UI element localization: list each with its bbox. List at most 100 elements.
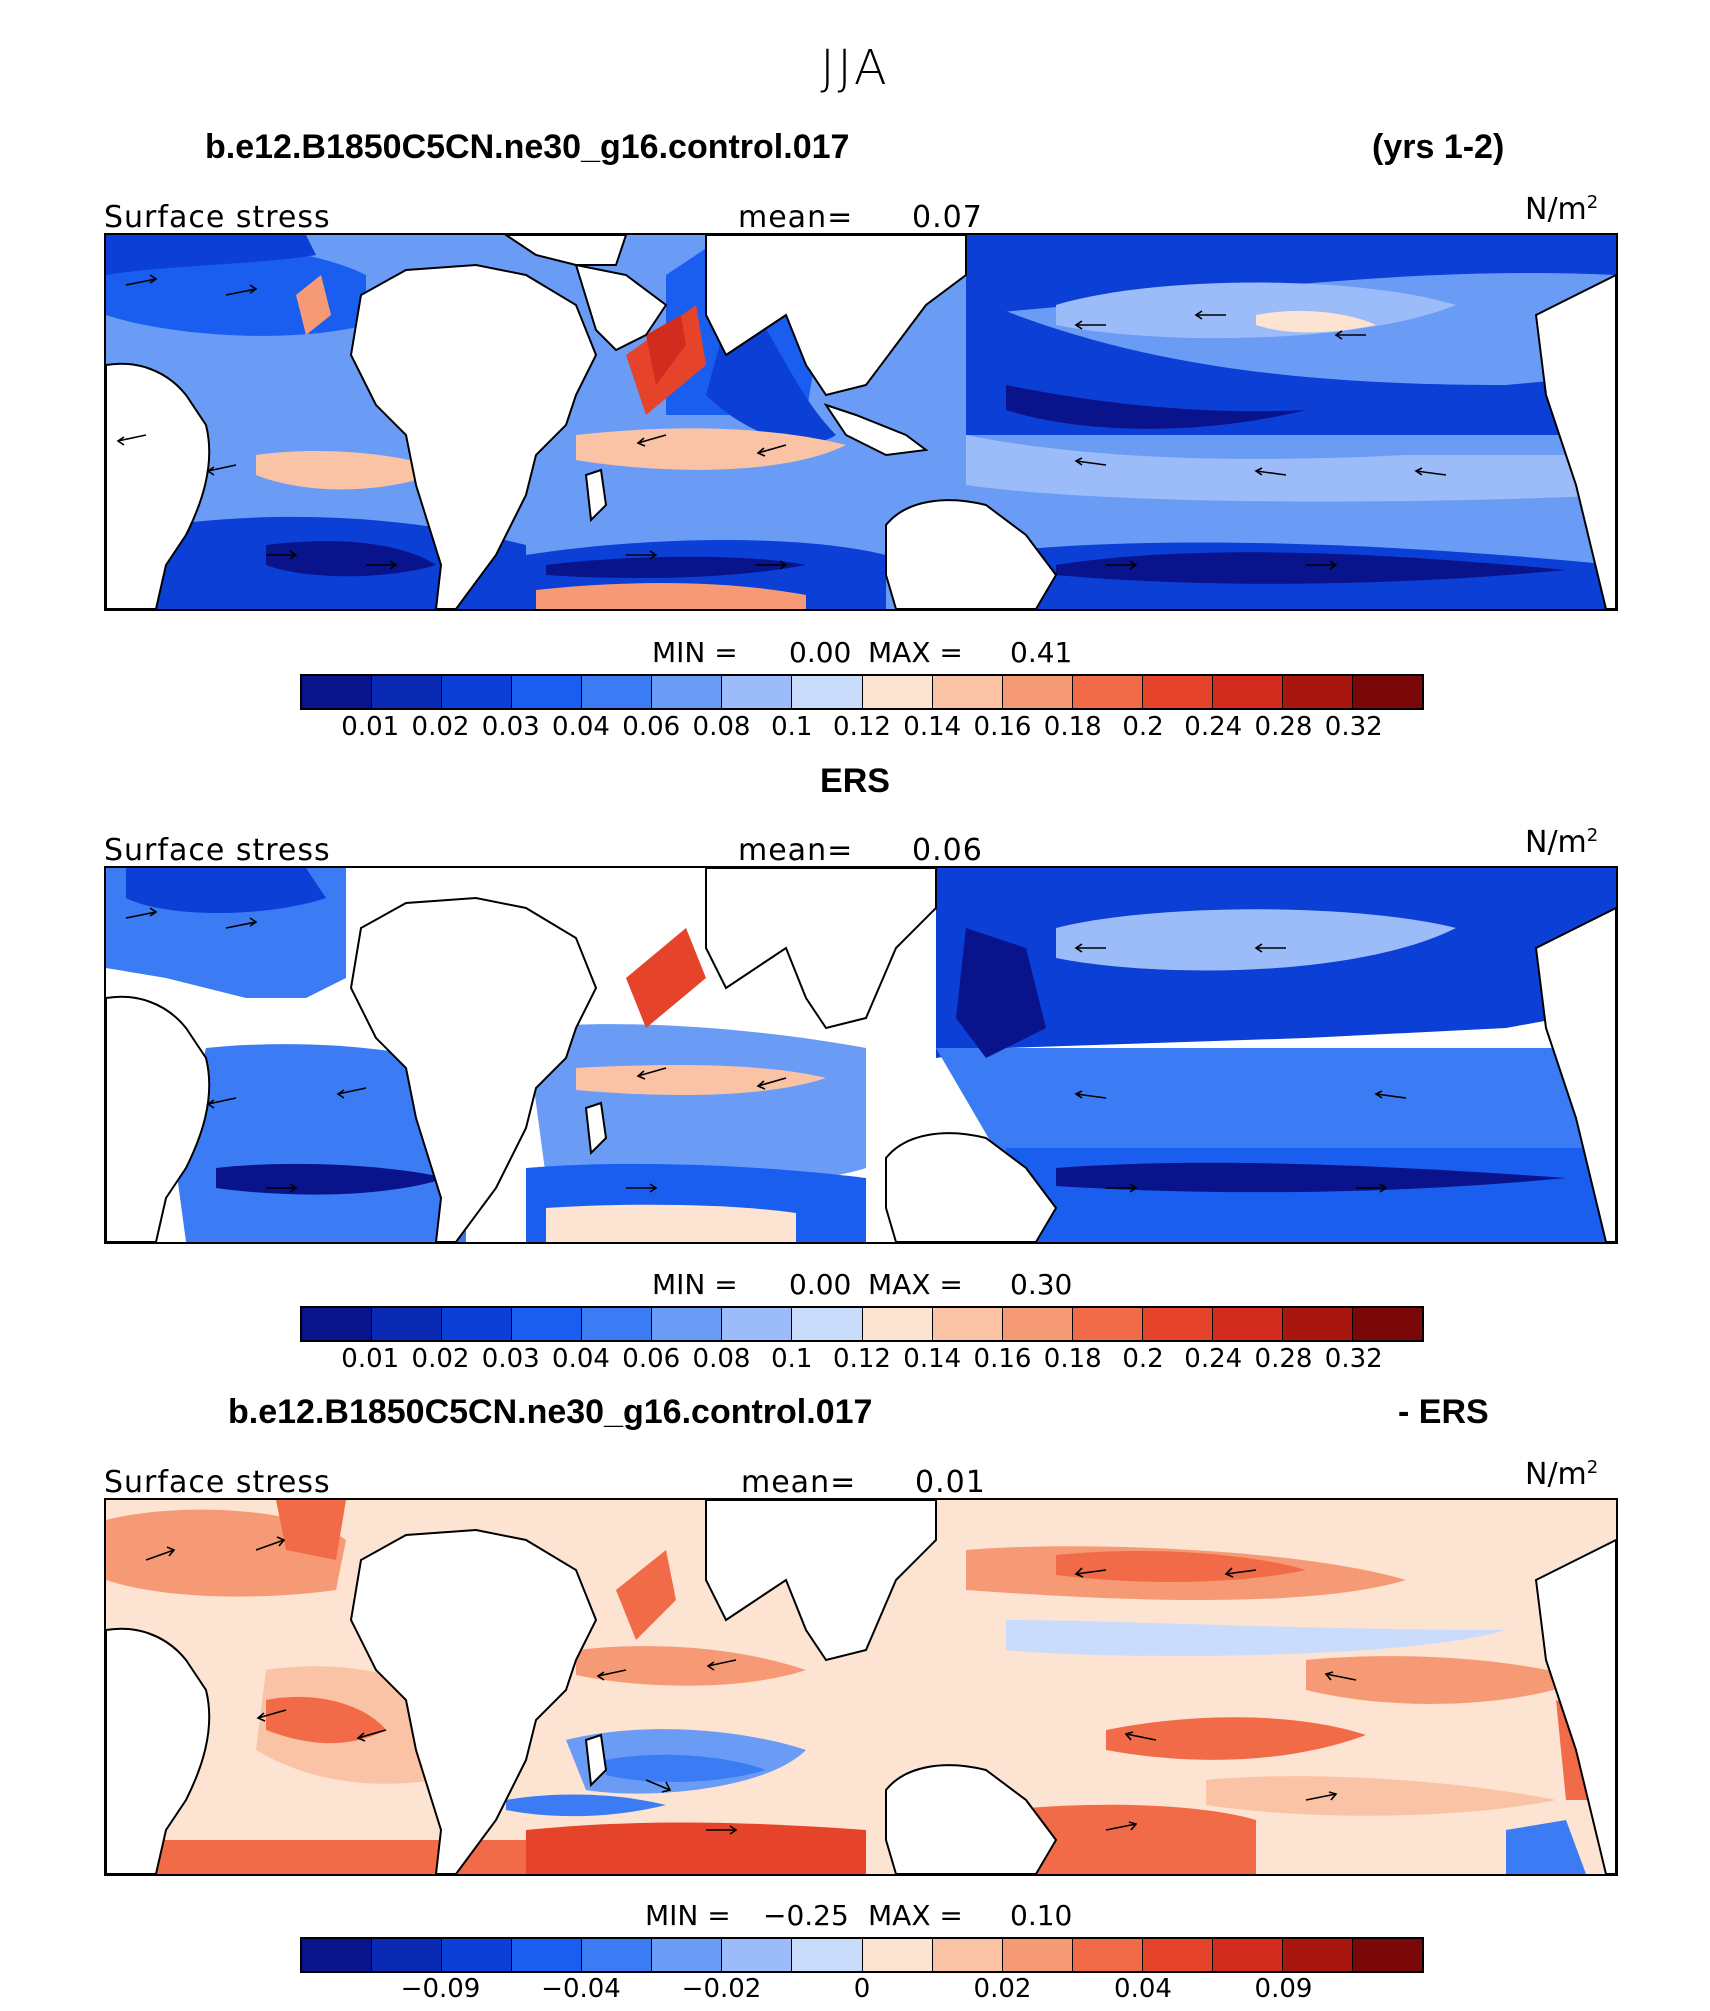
panel2-mean-value: 0.06: [912, 833, 983, 868]
colorbar-tick-label: 0.02: [411, 1344, 470, 1374]
panel3-map-canvas: [106, 1500, 1616, 1874]
panel2-colorbar: [300, 1306, 1424, 1342]
colorbar-tick-label: 0.28: [1254, 712, 1313, 742]
colorbar-tick-label: 0.12: [833, 1344, 891, 1374]
colorbar-swatch: [442, 1308, 513, 1340]
figure-title: JJA: [820, 40, 890, 96]
colorbar-swatch: [1212, 676, 1283, 708]
colorbar-tick-label: 0.04: [552, 712, 610, 742]
colorbar-swatch: [1142, 1939, 1213, 1971]
panel1-variable-label: Surface stress: [104, 200, 331, 235]
colorbar-tick-label: 0.02: [411, 712, 470, 742]
colorbar-swatch: [1352, 1939, 1422, 1971]
colorbar-swatch: [932, 1308, 1003, 1340]
colorbar-swatch: [442, 1939, 513, 1971]
panel3-heading-ref: - ERS: [1398, 1393, 1489, 1431]
panel2-max-value: 0.30: [1010, 1268, 1073, 1301]
panel3-mean-value: 0.01: [915, 1465, 986, 1500]
colorbar-tick-label: 0: [853, 1974, 871, 2004]
colorbar-tick-label: 0.2: [1122, 1344, 1164, 1374]
colorbar-swatch: [302, 1939, 373, 1971]
colorbar-swatch: [1072, 676, 1143, 708]
panel2-unit: N/m2: [1525, 825, 1599, 860]
colorbar-tick-label: 0.01: [341, 712, 400, 742]
colorbar-tick-label: 0.28: [1254, 1344, 1313, 1374]
panel1-max-value: 0.41: [1010, 636, 1073, 669]
colorbar-swatch: [512, 1939, 583, 1971]
colorbar-tick-label: −0.09: [400, 1974, 481, 2004]
panel2-variable-label: Surface stress: [104, 833, 331, 868]
colorbar-swatch: [1072, 1939, 1143, 1971]
colorbar-tick-label: 0.14: [903, 712, 962, 742]
colorbar-swatch: [722, 1308, 793, 1340]
colorbar-swatch: [442, 676, 513, 708]
colorbar-swatch: [652, 676, 723, 708]
panel1-min-label: MIN =: [652, 636, 738, 669]
colorbar-swatch: [372, 1308, 443, 1340]
panel1-heading-case: b.e12.B1850C5CN.ne30_g16.control.017: [205, 128, 850, 166]
colorbar-swatch: [722, 676, 793, 708]
colorbar-swatch: [1002, 1308, 1073, 1340]
colorbar-tick-label: 0.24: [1184, 712, 1243, 742]
panel3-max-label: MAX =: [868, 1899, 963, 1932]
colorbar-swatch: [1212, 1308, 1283, 1340]
panel3-min-value: −0.25: [763, 1899, 849, 1932]
panel1-map: [104, 233, 1618, 611]
panel2-mean-label: mean=: [738, 833, 854, 868]
colorbar-tick-label: 0.2: [1122, 712, 1164, 742]
panel1-map-canvas: [106, 235, 1616, 609]
colorbar-swatch: [582, 1308, 653, 1340]
colorbar-swatch: [932, 676, 1003, 708]
colorbar-swatch: [302, 676, 373, 708]
colorbar-swatch: [862, 1308, 933, 1340]
panel3-unit: N/m2: [1525, 1457, 1599, 1492]
panel3-max-value: 0.10: [1010, 1899, 1073, 1932]
colorbar-swatch: [652, 1939, 723, 1971]
colorbar-swatch: [932, 1939, 1003, 1971]
colorbar-swatch: [1142, 676, 1213, 708]
panel3-map: [104, 1498, 1618, 1876]
colorbar-swatch: [512, 1308, 583, 1340]
colorbar-swatch: [582, 676, 653, 708]
colorbar-swatch: [1002, 1939, 1073, 1971]
colorbar-swatch: [792, 1939, 863, 1971]
colorbar-swatch: [372, 676, 443, 708]
colorbar-tick-label: −0.02: [681, 1974, 762, 2004]
colorbar-tick-label: 0.16: [973, 712, 1032, 742]
colorbar-swatch: [652, 1308, 723, 1340]
colorbar-swatch: [1142, 1308, 1213, 1340]
colorbar-tick-label: 0.32: [1324, 712, 1383, 742]
panel2-min-value: 0.00: [789, 1268, 852, 1301]
colorbar-tick-label: 0.03: [481, 1344, 540, 1374]
panel3-colorbar: [300, 1937, 1424, 1973]
colorbar-tick-label: 0.1: [771, 712, 813, 742]
panel2-max-label: MAX =: [868, 1268, 963, 1301]
colorbar-tick-label: 0.01: [341, 1344, 400, 1374]
colorbar-swatch: [792, 676, 863, 708]
panel3-colorbar-ticks: −0.09 −0.04 −0.02 0 0.02 0.04 0.09: [300, 1974, 1424, 2008]
colorbar-tick-label: 0.08: [692, 1344, 751, 1374]
colorbar-swatch: [1352, 676, 1422, 708]
colorbar-tick-label: 0.18: [1043, 712, 1102, 742]
colorbar-swatch: [792, 1308, 863, 1340]
colorbar-swatch: [862, 1939, 933, 1971]
colorbar-tick-label: 0.02: [973, 1974, 1032, 2004]
panel1-heading-years: (yrs 1-2): [1372, 128, 1505, 166]
colorbar-tick-label: 0.06: [622, 1344, 681, 1374]
panel2-min-label: MIN =: [652, 1268, 738, 1301]
colorbar-swatch: [1002, 676, 1073, 708]
panel3-mean-label: mean=: [741, 1465, 857, 1500]
panel3-variable-label: Surface stress: [104, 1465, 331, 1500]
colorbar-tick-label: 0.32: [1324, 1344, 1383, 1374]
colorbar-tick-label: 0.04: [1114, 1974, 1172, 2004]
colorbar-swatch: [862, 676, 933, 708]
colorbar-tick-label: 0.12: [833, 712, 891, 742]
colorbar-swatch: [302, 1308, 373, 1340]
panel2-heading: ERS: [820, 762, 890, 800]
panel3-min-label: MIN =: [645, 1899, 731, 1932]
colorbar-tick-label: 0.09: [1254, 1974, 1313, 2004]
panel1-min-value: 0.00: [789, 636, 852, 669]
panel1-mean-value: 0.07: [912, 200, 983, 235]
colorbar-swatch: [722, 1939, 793, 1971]
colorbar-swatch: [1352, 1308, 1422, 1340]
